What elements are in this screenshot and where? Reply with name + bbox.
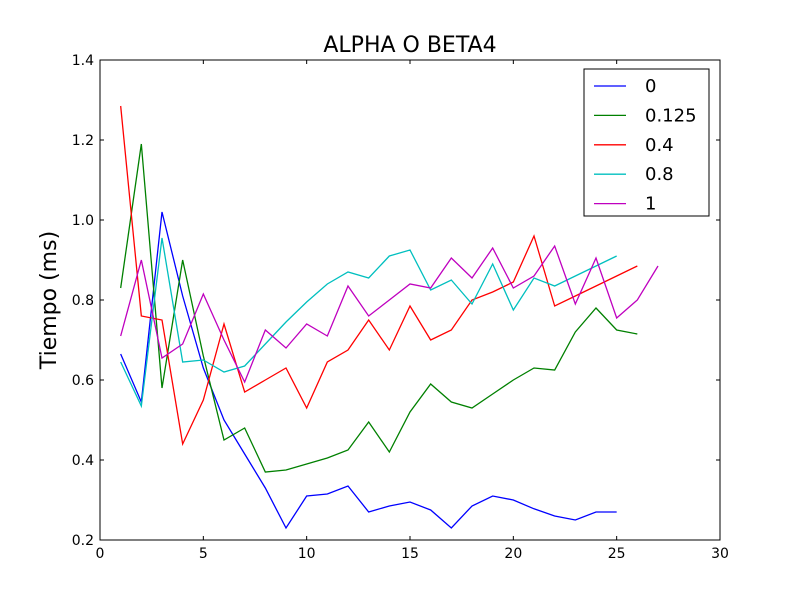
x-tick-label: 15	[401, 546, 419, 562]
series-line-1	[120, 143, 638, 473]
x-tick-label: 20	[504, 546, 522, 562]
y-tick-label: 1.2	[72, 133, 94, 149]
legend-label-4: 1	[645, 194, 656, 215]
ticks-layer: 0 5 10 15 20 25 300.20.40.60.81.01.21.4	[72, 53, 729, 562]
x-tick-label: 10	[298, 546, 316, 562]
y-tick-label: 0.4	[72, 453, 94, 469]
x-tick-label: 0	[96, 546, 105, 562]
series-line-3	[120, 237, 617, 409]
legend-label-1: 0.125	[645, 105, 697, 126]
legend: 0 0.125 0.4 0.8 1	[583, 68, 710, 217]
legend-box	[583, 68, 710, 217]
series-line-0	[120, 211, 617, 530]
y-tick-label: 1.0	[72, 213, 94, 229]
y-tick-label: 0.6	[72, 373, 94, 389]
chart-title: ALPHA O BETA4	[323, 33, 496, 58]
y-tick-label: 1.4	[72, 53, 94, 69]
legend-label-0: 0	[645, 76, 656, 97]
x-tick-label: 5	[199, 546, 208, 562]
x-tick-label: 25	[608, 546, 626, 562]
legend-label-3: 0.8	[645, 164, 674, 185]
y-tick-label: 0.2	[72, 533, 94, 549]
y-axis-label: Tiempo (ms)	[37, 231, 62, 370]
series-line-4	[120, 244, 659, 384]
series-layer	[120, 105, 659, 530]
x-tick-label: 30	[711, 546, 729, 562]
y-tick-label: 0.8	[72, 293, 94, 309]
legend-label-2: 0.4	[645, 135, 674, 156]
series-line-2	[120, 105, 638, 447]
